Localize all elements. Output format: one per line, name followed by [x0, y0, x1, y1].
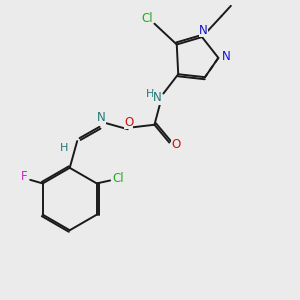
Text: H: H	[60, 142, 68, 153]
Text: Cl: Cl	[141, 12, 153, 25]
Text: N: N	[97, 111, 106, 124]
Text: O: O	[124, 116, 133, 129]
Text: N: N	[153, 92, 162, 104]
Text: O: O	[171, 138, 181, 151]
Text: N: N	[221, 50, 230, 63]
Text: N: N	[199, 24, 208, 37]
Text: H: H	[146, 89, 154, 99]
Text: F: F	[20, 170, 27, 183]
Text: Cl: Cl	[112, 172, 124, 184]
